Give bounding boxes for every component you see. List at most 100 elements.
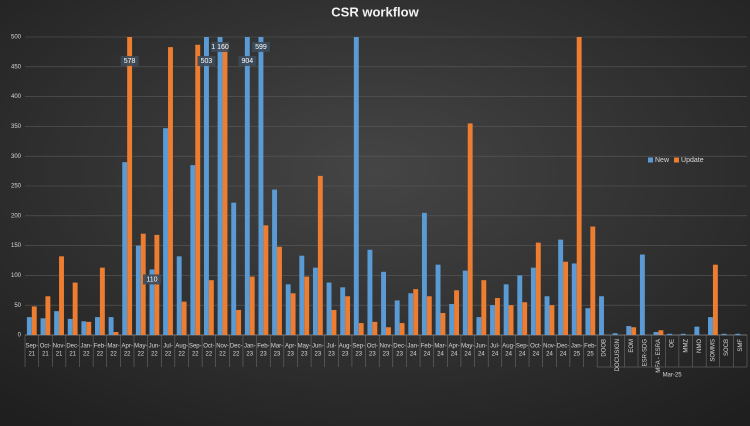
bar (467, 123, 473, 335)
x-tick-label: May- (134, 344, 147, 350)
value-label-text: 110 (146, 276, 157, 283)
x-tick-label: 24 (560, 352, 567, 358)
bar (222, 42, 228, 335)
x-tick-label: Sep- (189, 344, 202, 350)
x-tick-label: Feb- (257, 344, 269, 350)
bar (217, 37, 223, 335)
x-tick-label: 23 (315, 352, 322, 358)
bar (353, 37, 359, 335)
value-label: 578 (120, 56, 139, 66)
bar (149, 269, 155, 335)
x-tick-label: 23 (274, 352, 281, 358)
y-tick-label: 350 (11, 124, 22, 130)
bar (381, 271, 386, 335)
bar (535, 242, 541, 335)
bar (413, 289, 419, 335)
x-tick-label: Feb- (584, 344, 596, 350)
bar (631, 327, 637, 335)
bar (563, 261, 568, 335)
x-tick-label: May- (461, 344, 474, 350)
bar (263, 225, 269, 335)
x-tick-label: 23 (355, 352, 362, 358)
x-tick-label: 24 (424, 352, 431, 358)
x-tick-label: EOM (629, 339, 635, 353)
x-tick-label: 23 (246, 352, 253, 358)
value-label-text: 578 (124, 58, 136, 65)
bar (40, 318, 46, 335)
bar (712, 264, 718, 335)
x-tick-label: Jan- (80, 344, 92, 350)
bar (612, 333, 618, 335)
x-tick-label: 22 (137, 352, 144, 358)
bar (81, 321, 87, 335)
y-tick-label: 300 (11, 154, 22, 160)
bar (372, 321, 378, 335)
bar (358, 323, 364, 335)
x-tick-label: 24 (492, 352, 499, 358)
value-label: 599 (251, 42, 270, 52)
bar (530, 267, 536, 335)
bar (426, 296, 432, 335)
x-tick-label: 22 (110, 352, 117, 358)
x-tick-label: Oct- (40, 344, 51, 350)
x-tick-label: 24 (410, 352, 417, 358)
bar (31, 306, 37, 335)
x-tick-label: Aug- (502, 344, 515, 350)
bar (549, 305, 555, 335)
x-tick-label: SOCB (724, 339, 730, 356)
legend-label: Update (681, 157, 704, 164)
x-tick-label: Aug- (339, 344, 352, 350)
y-tick-label: 50 (14, 303, 21, 309)
bar (394, 300, 400, 335)
x-tick-label: Jan- (244, 344, 256, 350)
bar (299, 255, 305, 335)
bar (290, 293, 296, 335)
bar (204, 37, 209, 335)
value-label-text: 503 (201, 58, 213, 65)
bar (249, 276, 255, 335)
y-tick-label: 450 (11, 64, 22, 70)
x-tick-label: Jul- (163, 344, 173, 350)
x-tick-label: 22 (151, 352, 158, 358)
bar (26, 317, 32, 335)
x-tick-label: Jul- (327, 344, 337, 350)
x-tick-label: 22 (97, 352, 104, 358)
x-tick-label: Jun- (476, 344, 488, 350)
bar (694, 326, 700, 335)
x-tick-label: May- (298, 344, 311, 350)
bar (653, 332, 659, 335)
x-tick-label: Jul- (490, 344, 500, 350)
x-tick-label: Nov- (216, 344, 229, 350)
x-tick-label: Sep- (516, 344, 529, 350)
bar (122, 162, 128, 335)
x-tick-label: Mar- (434, 344, 446, 350)
bar (326, 282, 332, 335)
x-tick-label: 24 (451, 352, 458, 358)
x-tick-label: Jun- (312, 344, 324, 350)
value-label-box (197, 56, 216, 66)
x-tick-label: SOMMS (711, 339, 717, 362)
bar (99, 267, 105, 335)
value-label-text: 599 (255, 44, 267, 51)
bar (176, 256, 182, 335)
x-tick-label: Dec- (66, 344, 79, 350)
bar (399, 323, 405, 335)
y-tick-label: 100 (11, 273, 22, 279)
value-label-text: 904 (241, 58, 253, 65)
bar (421, 212, 427, 335)
bar (135, 245, 141, 335)
x-tick-label: 24 (437, 352, 444, 358)
bar (367, 249, 373, 335)
bar (244, 37, 250, 335)
bar (639, 254, 645, 335)
bar (340, 287, 346, 335)
bar (386, 327, 391, 335)
x-tick-label: Dec- (393, 344, 406, 350)
x-tick-label: Apr- (121, 344, 132, 350)
x-tick-label: 22 (165, 352, 172, 358)
bar (195, 44, 201, 335)
bar (626, 326, 632, 335)
bar (476, 317, 482, 335)
bar (208, 280, 214, 335)
